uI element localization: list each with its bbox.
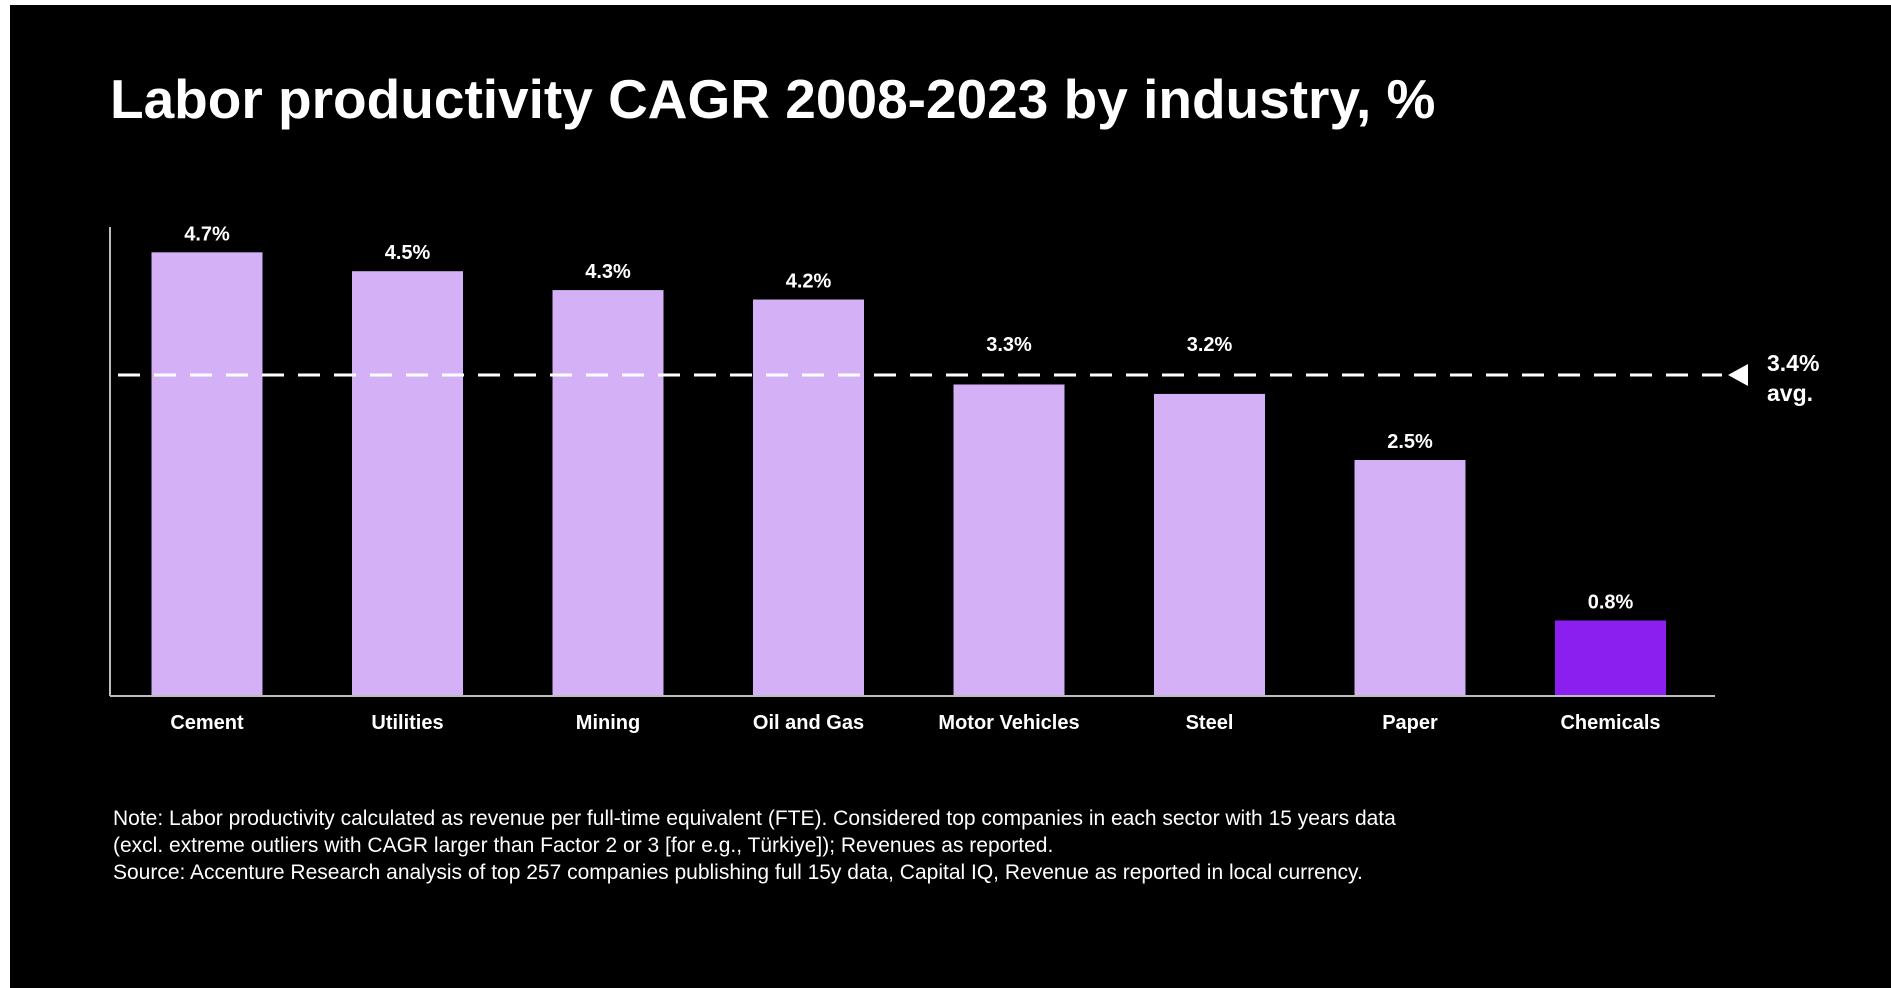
note-line: Note: Labor productivity calculated as r… [113,807,1396,830]
bar [151,252,263,696]
chart-title: Labor productivity CAGR 2008-2023 by ind… [110,68,1436,130]
bar [1154,393,1265,696]
source-line: Source: Accenture Research analysis of t… [113,861,1363,884]
data-label: 0.8% [1588,591,1634,613]
data-label: 4.5% [385,242,431,264]
category-label: Mining [576,712,640,734]
category-label: Paper [1382,712,1438,734]
note-line: (excl. extreme outliers with CAGR larger… [113,834,1054,857]
data-label: 3.2% [1187,334,1233,356]
data-label: 4.7% [184,223,230,245]
category-label: Oil and Gas [753,712,864,734]
data-label: 2.5% [1387,431,1433,453]
category-label: Cement [170,712,244,734]
bar [352,271,463,696]
slide: Labor productivity CAGR 2008-2023 by ind… [10,5,1891,988]
bar [552,290,664,696]
category-label: Utilities [371,712,443,734]
footnotes: Note: Labor productivity calculated as r… [113,805,1673,886]
average-arrow-icon [1728,364,1748,387]
bar [753,299,864,696]
bar [953,384,1065,696]
category-label: Chemicals [1560,712,1660,734]
data-label: 4.2% [786,271,832,293]
bar-chart: 4.7% Cement 4.5% Utilities 4.3% Mining 4.2% Oil… [109,223,1819,734]
category-label: Steel [1186,712,1234,734]
average-label: avg. [1767,380,1813,406]
data-label: 3.3% [986,334,1032,356]
bar [1555,620,1666,696]
bar [1354,460,1466,696]
category-label: Motor Vehicles [938,712,1079,734]
data-label: 4.3% [585,261,631,283]
average-label: 3.4% [1767,350,1819,376]
